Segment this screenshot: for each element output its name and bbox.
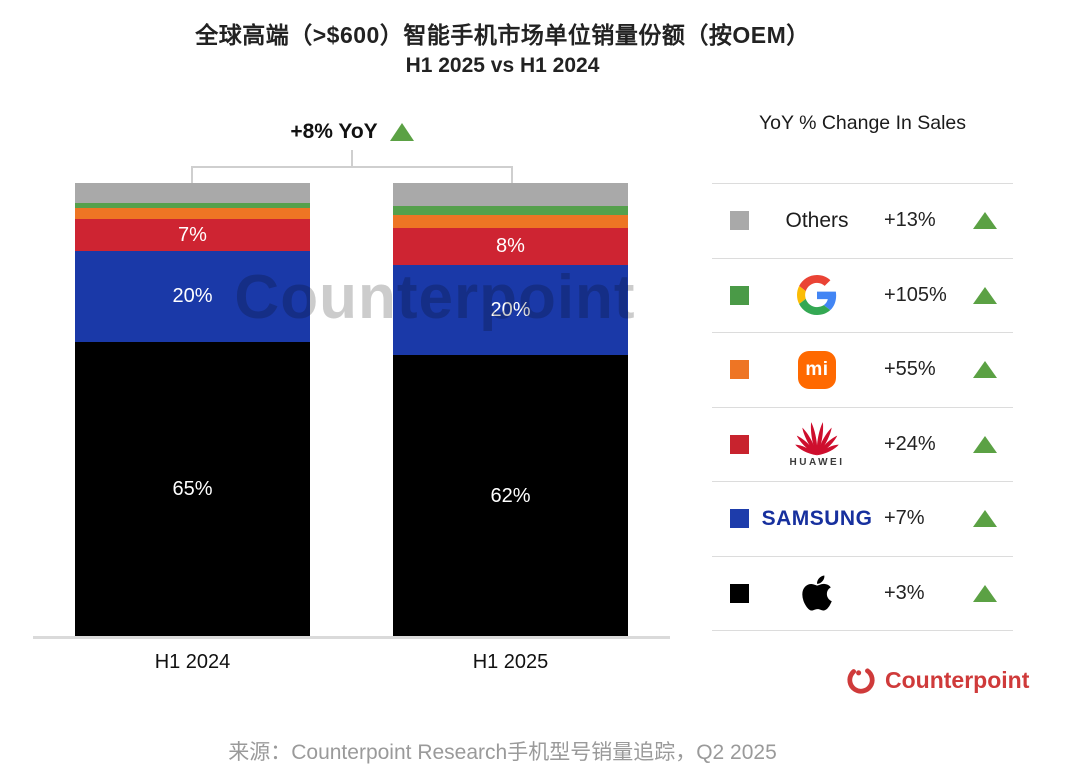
segment-xiaomi-h1-2024 xyxy=(75,207,310,220)
segment-samsung-h1-2025: 20% xyxy=(393,264,628,356)
segment-huawei-h1-2025: 8% xyxy=(393,228,628,265)
segment-value-label: 65% xyxy=(172,477,213,500)
chart-title: 全球高端（>$600）智能手机市场单位销量份额（按OEM） xyxy=(195,22,810,48)
huawei-change: +24% xyxy=(884,432,936,455)
google-change: +105% xyxy=(884,283,947,306)
legend-row-google: +105% xyxy=(712,259,1013,333)
xiaomi-logo-text: mi xyxy=(805,358,829,380)
others-label: Others xyxy=(785,208,849,232)
up-triangle-icon xyxy=(972,212,997,230)
counterpoint-brand-logo: Counterpoint xyxy=(845,664,1029,696)
huawei-swatch xyxy=(730,434,749,454)
segment-huawei-h1-2024: 7% xyxy=(75,219,310,251)
up-triangle-icon xyxy=(389,123,414,141)
segment-others-h1-2024 xyxy=(75,183,310,204)
legend-row-xiaomi: mi +55% xyxy=(712,333,1013,408)
bracket-horizontal-line xyxy=(191,166,513,168)
apple-logo-icon xyxy=(802,575,832,611)
legend-panel: YoY % Change In Sales Others +13% xyxy=(712,112,1013,631)
up-triangle-icon xyxy=(972,584,997,602)
legend-rows: Others +13% +105% xyxy=(712,183,1013,631)
counterpoint-mark-icon xyxy=(847,666,875,694)
legend-title: YoY % Change In Sales xyxy=(758,112,967,134)
segment-others-h1-2025 xyxy=(393,183,628,206)
bracket-stem-line xyxy=(351,150,353,167)
segment-xiaomi-h1-2025 xyxy=(393,214,628,229)
others-swatch xyxy=(730,211,749,231)
up-triangle-icon xyxy=(972,435,997,453)
source-note: 来源：Counterpoint Research手机型号销量追踪，Q2 2025 xyxy=(228,741,777,764)
google-swatch xyxy=(730,285,749,305)
segment-value-label: 20% xyxy=(172,285,213,308)
segment-value-label: 8% xyxy=(496,235,525,258)
samsung-change: +7% xyxy=(884,507,925,530)
huawei-petals-icon xyxy=(795,422,839,456)
counterpoint-wordmark: Counterpoint xyxy=(885,666,1030,693)
chart-subtitle: H1 2025 vs H1 2024 xyxy=(405,54,600,77)
stacked-bar-h1-2025: 8% 20% 62% xyxy=(393,183,628,636)
segment-value-label: 20% xyxy=(490,298,531,321)
samsung-wordmark-icon: SAMSUNG xyxy=(761,506,873,530)
x-axis-line xyxy=(33,636,670,639)
segment-value-label: 62% xyxy=(490,484,531,507)
huawei-logo-icon: HUAWEI xyxy=(790,420,845,468)
apple-swatch xyxy=(730,583,749,603)
stacked-bar-h1-2024: 7% 20% 65% xyxy=(75,183,310,636)
segment-apple-h1-2025: 62% xyxy=(393,355,628,636)
bracket-drop-left xyxy=(191,167,193,183)
samsung-swatch xyxy=(730,509,749,529)
segment-google-h1-2025 xyxy=(393,205,628,215)
bracket-drop-right xyxy=(511,167,513,183)
legend-row-huawei: HUAWEI +24% xyxy=(712,408,1013,482)
total-yoy-annotation: +8% YoY xyxy=(192,120,512,144)
up-triangle-icon xyxy=(972,361,997,379)
legend-row-samsung: SAMSUNG +7% xyxy=(712,482,1013,557)
x-label-h1-2024: H1 2024 xyxy=(154,651,231,673)
google-logo-icon xyxy=(797,275,837,316)
up-triangle-icon xyxy=(972,510,997,528)
apple-change: +3% xyxy=(884,581,925,604)
segment-samsung-h1-2024: 20% xyxy=(75,250,310,342)
xiaomi-swatch xyxy=(730,360,749,380)
x-label-h1-2025: H1 2025 xyxy=(472,651,549,673)
legend-row-others: Others +13% xyxy=(712,184,1013,259)
segment-value-label: 7% xyxy=(178,224,207,247)
total-yoy-text: +8% YoY xyxy=(290,120,378,143)
segment-apple-h1-2024: 65% xyxy=(75,341,310,636)
others-change: +13% xyxy=(884,209,936,232)
up-triangle-icon xyxy=(972,286,997,304)
xiaomi-logo-icon: mi xyxy=(798,350,836,389)
segment-google-h1-2024 xyxy=(75,203,310,208)
xiaomi-change: +55% xyxy=(884,358,936,381)
legend-row-apple: +3% xyxy=(712,557,1013,631)
huawei-caption: HUAWEI xyxy=(789,457,845,469)
